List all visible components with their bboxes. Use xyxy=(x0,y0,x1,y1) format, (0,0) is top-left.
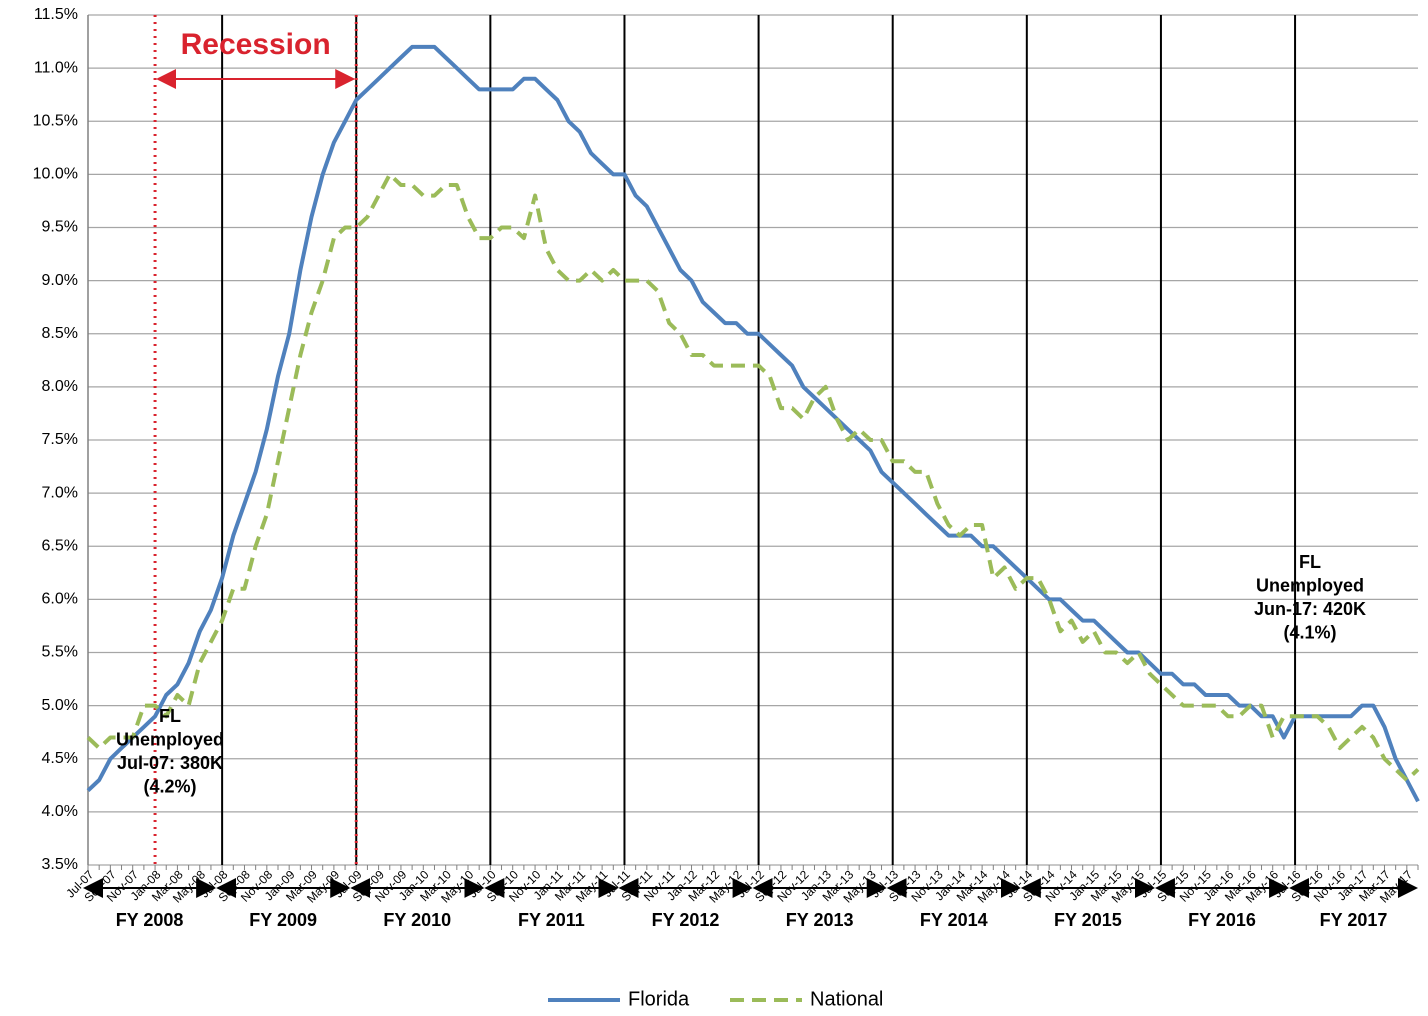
y-tick-label: 7.5% xyxy=(42,431,78,448)
y-tick-label: 10.0% xyxy=(33,166,78,183)
y-tick-label: 6.0% xyxy=(42,591,78,608)
y-tick-label: 9.5% xyxy=(42,219,78,236)
y-tick-label: 6.5% xyxy=(42,537,78,554)
y-tick-label: 5.0% xyxy=(42,697,78,714)
fy-label: FY 2010 xyxy=(383,910,451,930)
y-tick-label: 10.5% xyxy=(33,112,78,129)
fy-label: FY 2008 xyxy=(116,910,184,930)
recession-label: Recession xyxy=(181,28,331,61)
y-tick-label: 11.5% xyxy=(34,6,78,23)
y-tick-label: 4.5% xyxy=(42,750,78,767)
y-tick-label: 3.5% xyxy=(42,856,78,873)
fy-label: FY 2013 xyxy=(786,910,854,930)
annotation: (4.2%) xyxy=(143,776,196,796)
annotation: Jun-17: 420K xyxy=(1254,599,1366,619)
annotation: (4.1%) xyxy=(1283,622,1336,642)
legend-label: Florida xyxy=(628,988,690,1010)
annotation: FL xyxy=(159,706,181,726)
y-tick-label: 11.0% xyxy=(34,59,78,76)
fy-label: FY 2014 xyxy=(920,910,988,930)
y-tick-label: 7.0% xyxy=(42,484,78,501)
y-tick-label: 4.0% xyxy=(42,803,78,820)
legend-label: National xyxy=(810,988,883,1010)
fy-label: FY 2015 xyxy=(1054,910,1122,930)
annotation: FL xyxy=(1299,552,1321,572)
series-line xyxy=(86,172,1420,782)
fy-label: FY 2011 xyxy=(518,910,585,930)
annotation: Unemployed xyxy=(116,729,224,749)
annotation: Unemployed xyxy=(1256,575,1364,595)
fy-label: FY 2009 xyxy=(249,910,317,930)
fy-label: FY 2016 xyxy=(1188,910,1256,930)
fy-label: FY 2017 xyxy=(1320,910,1388,930)
y-tick-label: 8.0% xyxy=(42,378,78,395)
y-tick-label: 8.5% xyxy=(42,325,78,342)
annotation: Jul-07: 380K xyxy=(117,753,223,773)
y-tick-label: 5.5% xyxy=(42,644,78,661)
series-line xyxy=(86,44,1420,803)
y-tick-label: 9.0% xyxy=(42,272,78,289)
fy-label: FY 2012 xyxy=(652,910,720,930)
